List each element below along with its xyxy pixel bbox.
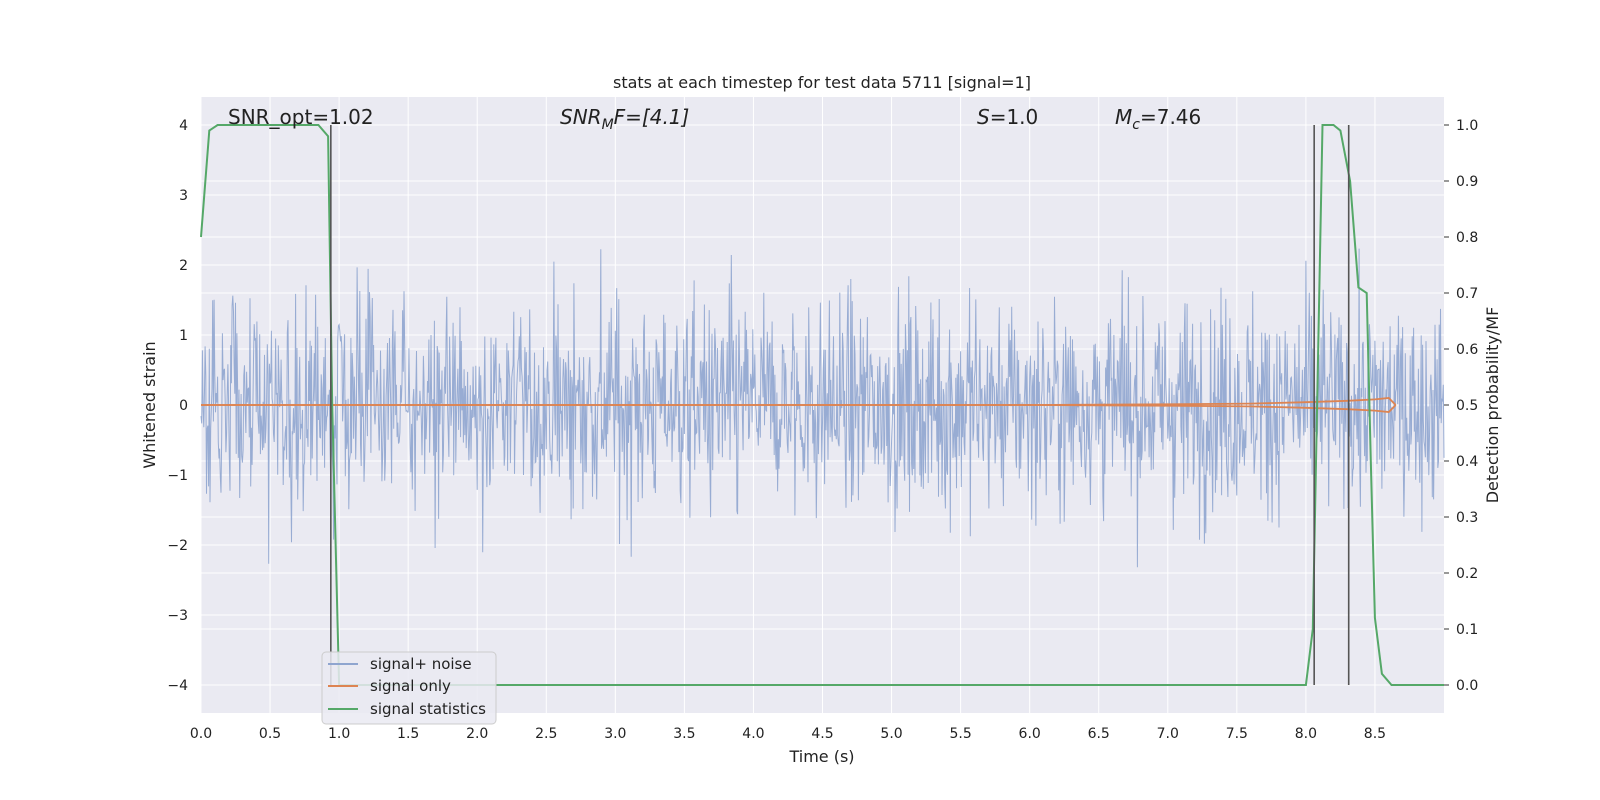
y2-tick-label: 1.0 — [1456, 118, 1478, 134]
series-signal-only — [201, 397, 1397, 413]
x-tick-label: 5.0 — [880, 726, 902, 742]
legend-label-stats: signal statistics — [370, 700, 486, 718]
y-tick-label: 1 — [179, 328, 188, 344]
annotation-s-suffix: =1.0 — [990, 105, 1039, 129]
annotation-mc-suffix: =7.46 — [1140, 105, 1201, 129]
y-tick-label: 4 — [179, 118, 188, 134]
annotation-s-base: S — [977, 105, 990, 129]
y-tick-label: 2 — [179, 258, 188, 274]
y2-axis-label: Detection probability/MF — [1483, 307, 1502, 504]
y-tick-label: −1 — [167, 468, 188, 484]
legend-label-noise: signal+ noise — [370, 655, 472, 673]
y-tick-label: −4 — [167, 678, 188, 694]
y2-tick-label: 0.8 — [1456, 230, 1478, 246]
x-tick-label: 6.0 — [1019, 726, 1041, 742]
annotation-snr-mf-sub: M — [602, 117, 614, 133]
x-tick-label: 1.5 — [397, 726, 419, 742]
annotation-snr-opt: SNR_opt=1.02 — [228, 105, 374, 129]
x-tick-label: 1.0 — [328, 726, 350, 742]
vertical-marker-lines — [330, 125, 1350, 685]
y2-tick-labels: 0.0 0.1 0.2 0.3 0.4 0.5 0.6 0.7 0.8 0.9 1.0 — [1444, 118, 1478, 694]
legend-label-signal: signal only — [370, 677, 451, 695]
series-signal-statistics — [200, 124, 1444, 686]
x-tick-label: 3.5 — [673, 726, 695, 742]
x-tick-label: 6.5 — [1088, 726, 1110, 742]
legend: signal+ noise signal only signal statist… — [321, 651, 497, 725]
y2-tick-label: 0.6 — [1456, 342, 1478, 358]
y2-tick-label: 0.7 — [1456, 286, 1478, 302]
x-tick-label: 0.5 — [259, 726, 281, 742]
y2-tick-label: 0.4 — [1456, 454, 1478, 470]
x-tick-label: 4.0 — [742, 726, 764, 742]
y-tick-label: 3 — [179, 188, 188, 204]
x-tick-label: 8.0 — [1295, 726, 1317, 742]
signal-statistics-line — [200, 124, 1444, 686]
y2-tick-label: 0.5 — [1456, 398, 1478, 414]
signal-only-line-mirror — [201, 404, 1397, 413]
y2-tick-label: 0.2 — [1456, 566, 1478, 582]
annotation-snr-mf: SNRMF=[4.1] — [560, 105, 689, 133]
x-tick-label: 7.0 — [1157, 726, 1179, 742]
x-tick-label: 2.5 — [535, 726, 557, 742]
annotation-mc-sub: c — [1132, 117, 1140, 133]
series-signal-noise — [200, 248, 1445, 568]
x-tick-label: 0.0 — [190, 726, 212, 742]
y-tick-label: −2 — [167, 538, 188, 554]
chart-title: stats at each timestep for test data 571… — [613, 73, 1031, 92]
x-tick-label: 5.5 — [949, 726, 971, 742]
x-tick-labels: 0.0 0.5 1.0 1.5 2.0 2.5 3.0 3.5 4.0 4.5 5.0 5.5 6.0 6… — [190, 726, 1386, 742]
x-tick-label: 4.5 — [811, 726, 833, 742]
x-tick-label: 8.5 — [1364, 726, 1386, 742]
legend-box — [321, 651, 497, 725]
annotation-mc: Mc=7.46 — [1115, 105, 1201, 133]
x-tick-label: 3.0 — [604, 726, 626, 742]
y2-tick-label: 0.0 — [1456, 678, 1478, 694]
y-tick-label: 0 — [179, 398, 188, 414]
y2-tick-label: 0.9 — [1456, 174, 1478, 190]
annotation-mc-base: M — [1115, 105, 1132, 129]
y-tick-labels: −4 −3 −2 −1 0 1 2 3 4 — [167, 118, 188, 694]
y-axis-label: Whitened strain — [140, 341, 159, 468]
noise-trace — [200, 248, 1445, 568]
y2-tick-label: 0.1 — [1456, 622, 1478, 638]
x-tick-label: 7.5 — [1226, 726, 1248, 742]
annotation-s: S=1.0 — [977, 105, 1038, 129]
annotation-snr-mf-base: SNR — [560, 105, 602, 129]
x-axis-label: Time (s) — [788, 747, 854, 766]
annotation-snr-mf-suffix: F=[4.1] — [614, 105, 690, 129]
y-tick-label: −3 — [167, 608, 188, 624]
x-tick-label: 2.0 — [466, 726, 488, 742]
y2-tick-label: 0.3 — [1456, 510, 1478, 526]
